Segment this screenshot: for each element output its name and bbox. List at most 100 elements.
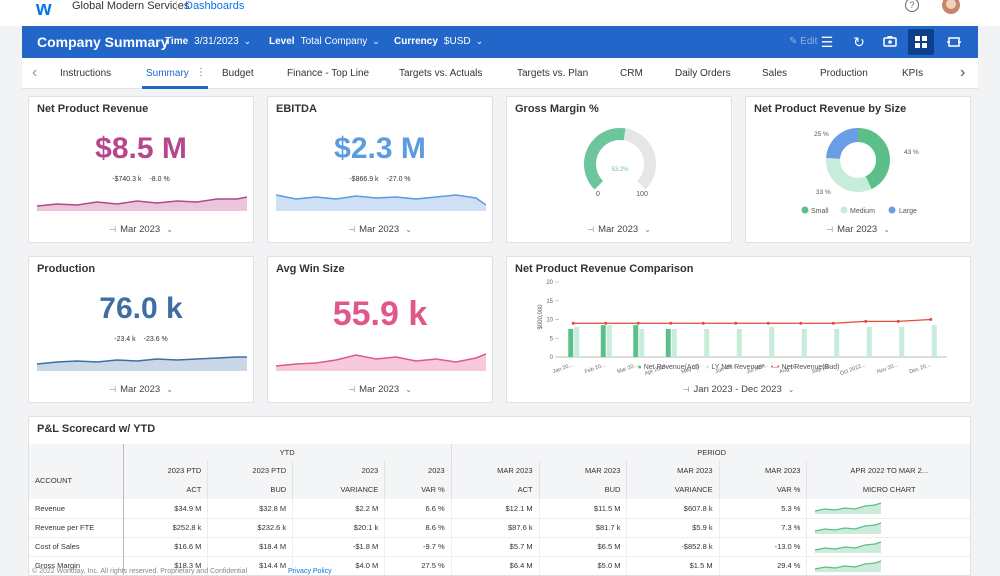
npr-comparison-card[interactable]: Net Product Revenue Comparison $000,000 … — [506, 256, 971, 403]
table-cell: $20.1 k — [292, 518, 386, 537]
chart-legend: ● Net Revenue(Act) ● LY Net Revenue* •–•… — [637, 364, 840, 371]
period-selector[interactable]: ⊣ Mar 2023 ⌄ — [348, 224, 412, 235]
micro-chart — [807, 518, 970, 537]
kpi-value: $8.5 M — [95, 132, 187, 165]
production-card[interactable]: Production 76.0 k -23.4 k -23.6 % ⊣ Mar 20… — [28, 256, 254, 403]
table-cell: $14.4 M — [207, 556, 294, 575]
table-header: YTD — [123, 444, 452, 461]
table-cell: 7.3 % — [719, 518, 808, 537]
table-cell: -$852.8 k — [626, 537, 720, 556]
copyright: © 2022 Workday, Inc. All rights reserved… — [32, 568, 248, 575]
micro-chart — [807, 556, 970, 575]
bud-point — [799, 321, 803, 325]
tab-instructions[interactable]: Instructions — [60, 68, 112, 79]
table-cell: $81.7 k — [539, 518, 628, 537]
production-sparkline — [37, 356, 247, 371]
period-selector[interactable]: ⊣ Mar 2023 ⌄ — [587, 224, 651, 235]
presentation-icon[interactable] — [943, 32, 965, 52]
currency-filter[interactable]: Currency $USD ⌄ — [394, 36, 484, 47]
period-selector[interactable]: ⊣ Mar 2023 ⌄ — [348, 384, 412, 395]
card-title: EBITDA — [276, 103, 317, 115]
tab-targets-vs-actuals[interactable]: Targets vs. Actuals — [399, 68, 483, 79]
table-cell: 27.5 % — [384, 556, 452, 575]
y-tick-label: 10 — [546, 318, 553, 324]
chevron-down-icon: ⌄ — [405, 385, 412, 394]
tab-sales[interactable]: Sales — [762, 68, 788, 79]
period-selector[interactable]: ⊣ Mar 2023 ⌄ — [109, 384, 173, 395]
table-cell: $32.8 M — [207, 499, 294, 518]
edit-button[interactable]: ✎ Edit — [789, 36, 818, 47]
chevron-down-icon: ⌄ — [644, 225, 651, 234]
kpi-delta: -$866.9 k -27.0 % — [349, 176, 411, 183]
chevron-left-icon[interactable]: ‹ — [32, 64, 38, 81]
tab-budget[interactable]: Budget — [222, 68, 254, 79]
pl-scorecard-card: P&L Scorecard w/ YTD YTD PERIOD ACCOUNT 2… — [28, 416, 971, 576]
period-selector[interactable]: ⊣ Jan 2023 - Dec 2023 ⌄ — [682, 384, 795, 395]
y-tick-label: 15 — [546, 299, 553, 305]
filter-icon[interactable]: ☰ — [820, 34, 834, 50]
table-cell: $6.4 M — [451, 556, 540, 575]
legend-small: Small — [811, 208, 829, 215]
table-cell: $5.7 M — [451, 537, 540, 556]
workday-logo[interactable]: w — [36, 0, 52, 20]
refresh-icon[interactable]: ↻ — [853, 34, 865, 50]
table-header: 2023 PTD — [123, 461, 209, 480]
table-cell: $11.5 M — [539, 499, 628, 518]
micro-chart — [807, 537, 970, 556]
tab-targets-vs-plan[interactable]: Targets vs. Plan — [517, 68, 589, 79]
ebitda-card[interactable]: EBITDA $2.3 M -$866.9 k -27.0 % ⊣ Mar 2023… — [267, 96, 493, 243]
kpi-delta: -$740.3 k -8.0 % — [112, 176, 170, 183]
tab-production[interactable]: Production — [820, 68, 868, 79]
tab-crm[interactable]: CRM — [620, 68, 643, 79]
npr-sparkline — [37, 196, 247, 211]
kpi-value: 76.0 k — [99, 292, 183, 325]
time-filter[interactable]: Time 3/31/2023 ⌄ — [165, 36, 252, 47]
table-header: 2023 PTD — [207, 461, 294, 480]
table-row[interactable]: Gross Margin $18.3 M $14.4 M $4.0 M 27.5 % $6… — [29, 556, 970, 575]
period-selector[interactable]: ⊣ Mar 2023 ⌄ — [826, 224, 890, 235]
level-filter[interactable]: Level Total Company ⌄ — [269, 36, 380, 47]
bar-ly-net-revenue- — [801, 328, 807, 357]
table-row[interactable]: Cost of Sales $16.6 M $18.4 M -$1.8 M -9.7 %… — [29, 537, 970, 556]
table-cell: $34.9 M — [123, 499, 209, 518]
table-cell: 5.3 % — [719, 499, 808, 518]
pin-icon: ⊣ — [826, 225, 834, 234]
npr-by-size-card[interactable]: Net Product Revenue by Size 25 % 43 % 33… — [745, 96, 971, 243]
help-icon[interactable]: ? — [905, 0, 919, 12]
chevron-down-icon: ⌄ — [475, 36, 484, 46]
slice-label-small: 43 % — [904, 149, 919, 156]
avg-win-size-card[interactable]: Avg Win Size 55.9 k ⊣ Mar 2023 ⌄ — [267, 256, 493, 403]
scorecard-table-wrap: YTD PERIOD ACCOUNT 2023 PTD 2023 PTD 2023 20… — [29, 444, 970, 575]
gross-margin-card[interactable]: Gross Margin % 53.2% 0 100 ⊣ Mar 2023 ⌄ — [506, 96, 732, 243]
chevron-right-icon[interactable]: › — [960, 64, 966, 81]
privacy-link[interactable]: Privacy Policy — [288, 568, 332, 575]
tab-summary[interactable]: Summary — [146, 68, 189, 79]
period-selector[interactable]: ⊣ Mar 2023 ⌄ — [109, 224, 173, 235]
camera-icon[interactable] — [879, 32, 901, 52]
npr-card[interactable]: Net Product Revenue $8.5 M -$740.3 k -8.0… — [28, 96, 254, 243]
tab-daily-orders[interactable]: Daily Orders — [675, 68, 731, 79]
divider — [176, 1, 177, 11]
bar-ly-net-revenue- — [671, 328, 677, 357]
table-header: 2023 — [384, 461, 452, 480]
avatar[interactable] — [942, 0, 960, 14]
table-cell: $252.8 k — [123, 518, 209, 537]
tab-kpis[interactable]: KPIs — [902, 68, 924, 79]
gross-margin-gauge: 53.2% 0 100 — [584, 128, 656, 197]
card-title: Gross Margin % — [515, 103, 599, 115]
footer: © 2022 Workday, Inc. All rights reserved… — [0, 566, 1000, 576]
table-header: VARIANCE — [626, 480, 720, 499]
bud-point — [831, 321, 835, 325]
table-row[interactable]: Revenue per FTE $252.8 k $232.6 k $20.1 k 8.… — [29, 518, 970, 537]
tab-menu-icon[interactable]: ⋮ — [196, 67, 206, 78]
dashboards-link[interactable]: Dashboards — [185, 0, 245, 12]
bud-point — [604, 321, 608, 325]
slice-label-medium: 33 % — [816, 189, 831, 196]
tab-finance-top-line[interactable]: Finance - Top Line — [287, 68, 370, 79]
y-tick-label: 20 — [546, 280, 553, 286]
table-row[interactable]: Revenue $34.9 M $32.8 M $2.2 M 6.6 % $12.1 M $… — [29, 499, 970, 518]
y-axis-label: $000,000 — [538, 304, 544, 330]
chevron-down-icon: ⌄ — [787, 385, 795, 394]
bar-net-revenue-act- — [568, 328, 574, 357]
grid-view-icon[interactable] — [908, 29, 934, 55]
